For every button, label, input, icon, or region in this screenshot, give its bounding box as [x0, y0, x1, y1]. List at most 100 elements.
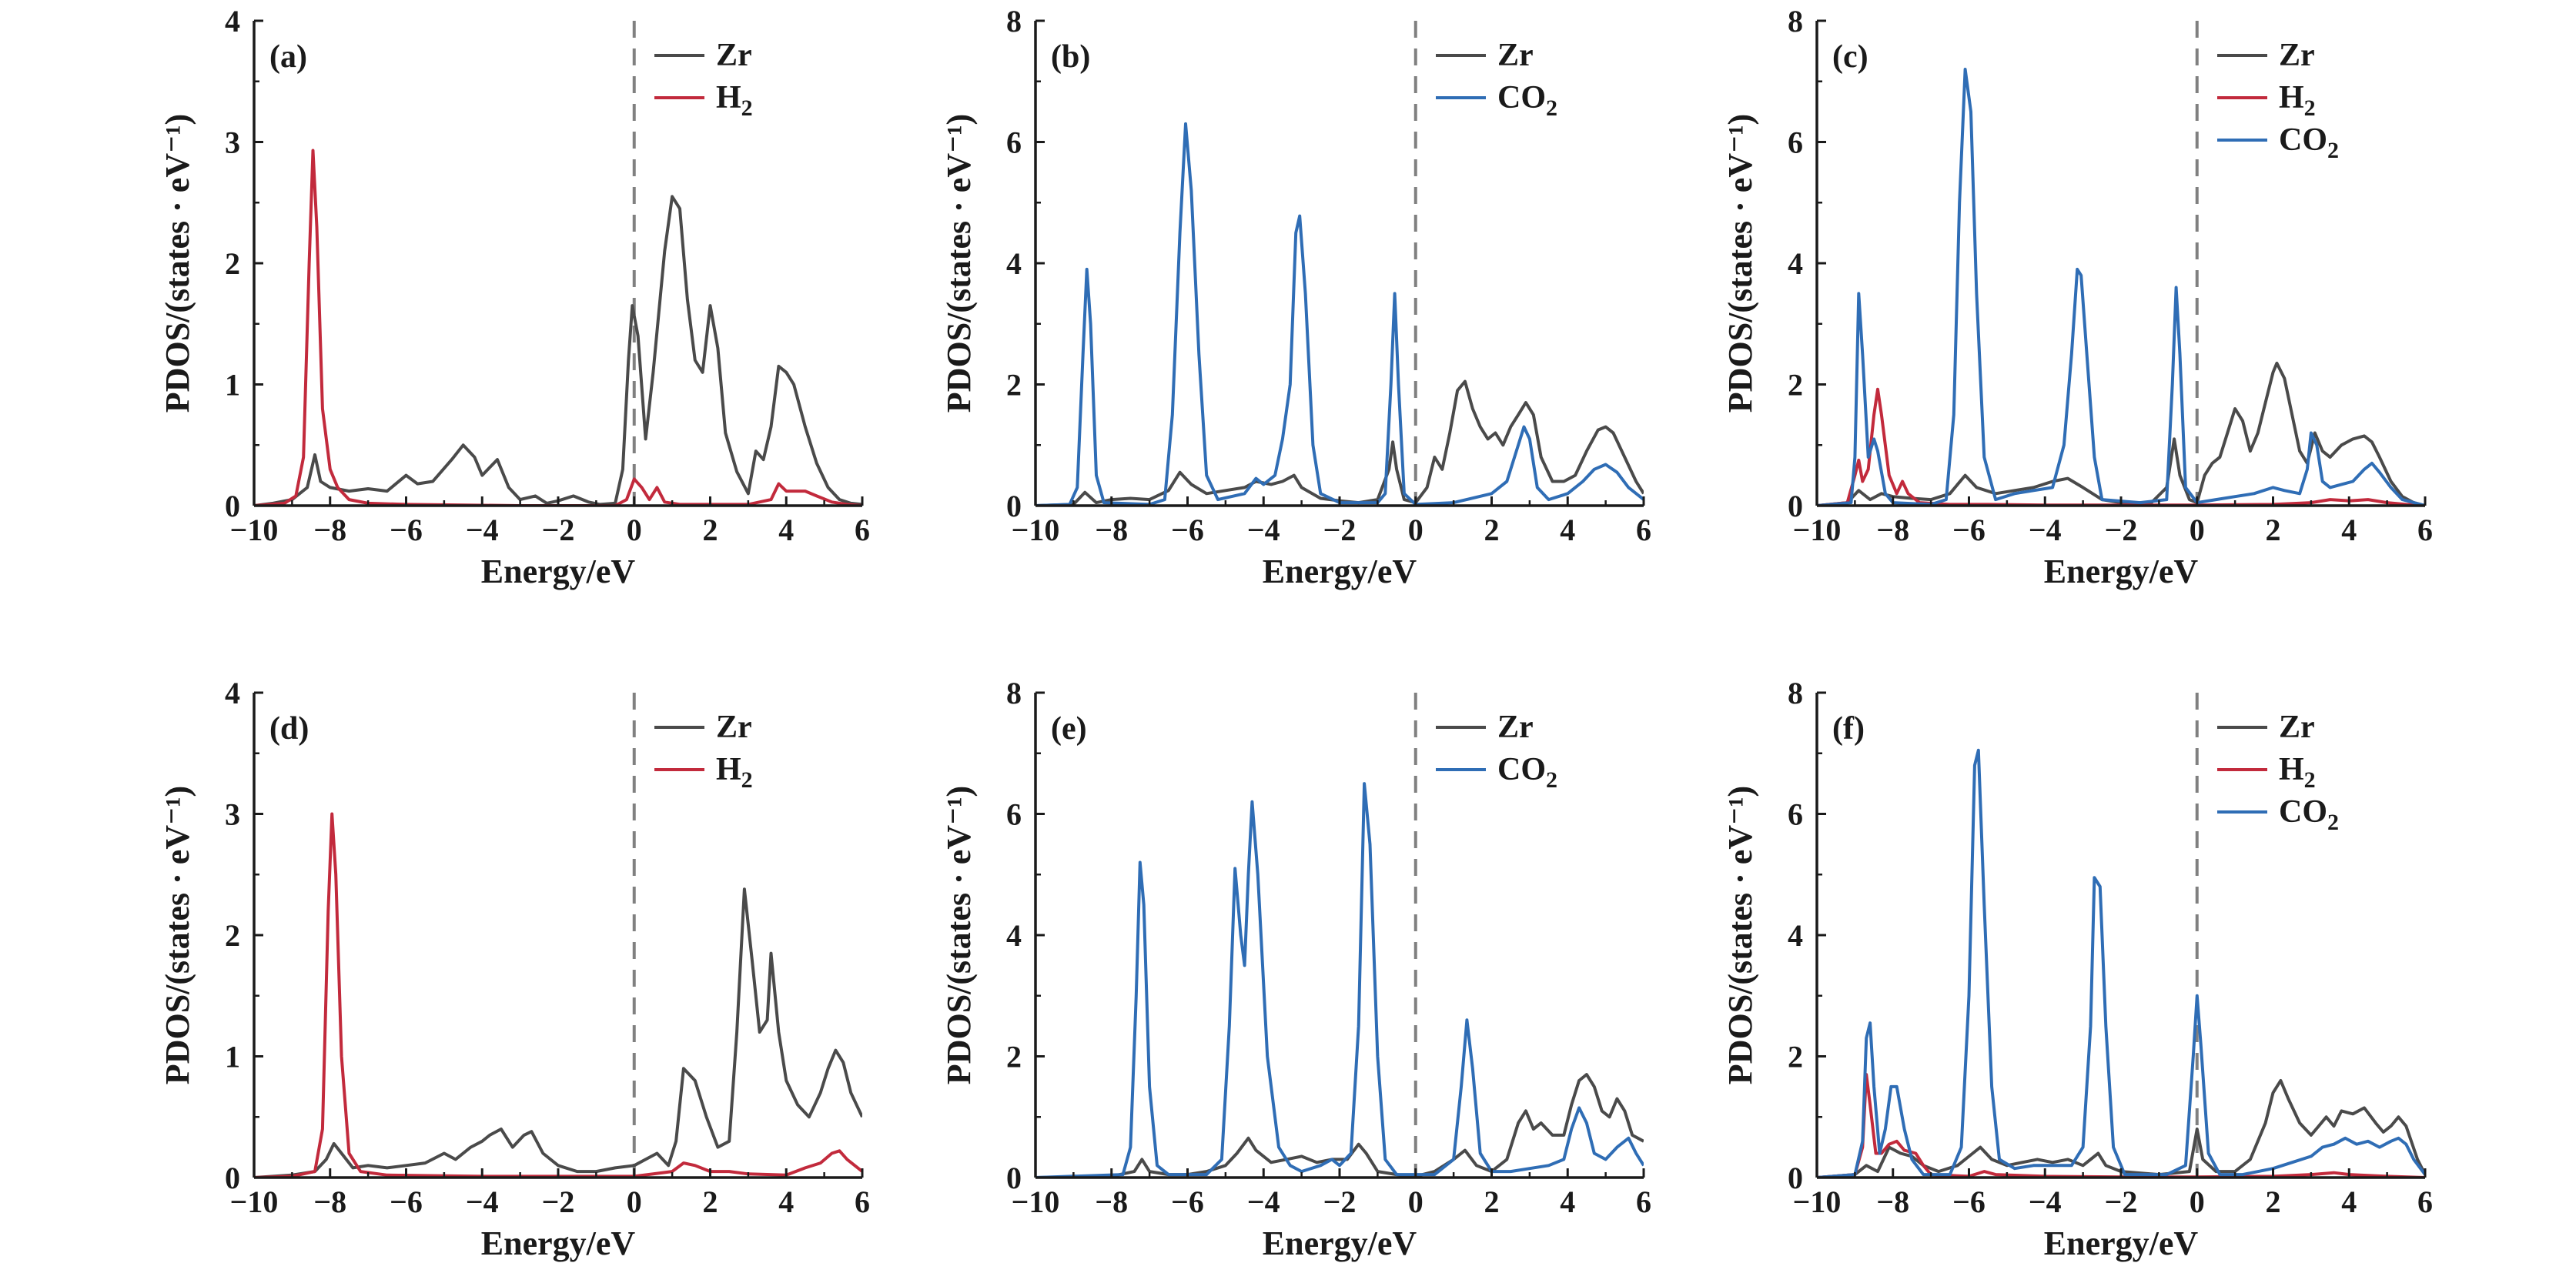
- y-tick-label: 8: [1788, 676, 1803, 710]
- y-tick-label: 0: [225, 1161, 240, 1195]
- y-tick-label: 6: [1006, 797, 1022, 832]
- y-tick-label: 0: [225, 489, 240, 523]
- x-tick-label: 2: [703, 513, 718, 547]
- x-tick-label: −10: [1012, 1184, 1060, 1219]
- y-tick-label: 4: [1006, 246, 1022, 281]
- x-tick-label: 4: [778, 1184, 794, 1219]
- series-line-co2: [1817, 68, 2425, 506]
- y-tick-label: 3: [225, 125, 240, 160]
- y-axis-label: PDOS/(states · eV⁻¹): [1721, 114, 1759, 413]
- legend-entry: Zr: [716, 38, 752, 73]
- series-line-zr: [1035, 379, 1644, 506]
- series-line-h2: [254, 149, 862, 506]
- x-tick-label: 0: [2190, 1184, 2205, 1219]
- panel-label: (b): [1051, 39, 1090, 75]
- y-tick-label: 2: [1788, 1040, 1803, 1074]
- x-tick-label: −8: [1095, 1184, 1128, 1219]
- legend-label: Zr: [1497, 710, 1534, 745]
- panel-label: (e): [1051, 711, 1087, 747]
- y-tick-label: 4: [1788, 246, 1803, 281]
- x-tick-label: 2: [703, 1184, 718, 1219]
- y-tick-label: 0: [1006, 1161, 1022, 1195]
- y-tick-label: 8: [1006, 4, 1022, 38]
- legend-subscript: 2: [2327, 138, 2339, 163]
- x-axis-label: Energy/eV: [2044, 553, 2199, 590]
- legend-subscript: 2: [1546, 95, 1557, 121]
- legend-entry: H2: [716, 80, 753, 121]
- x-tick-label: −2: [1323, 513, 1357, 547]
- x-tick-label: 0: [1408, 1184, 1423, 1219]
- legend-label: H: [2279, 80, 2304, 115]
- legend-label: Zr: [716, 710, 752, 745]
- x-tick-label: −6: [390, 513, 423, 547]
- legend: Zr H2: [654, 710, 753, 793]
- x-tick-label: −2: [542, 513, 575, 547]
- x-tick-label: 2: [1484, 513, 1500, 547]
- legend-label: CO: [1497, 80, 1546, 115]
- x-tick-label: 4: [1560, 513, 1575, 547]
- legend-entry: Zr: [2279, 710, 2315, 745]
- legend-entry: CO2: [1497, 752, 1557, 793]
- panel-label: (a): [269, 39, 307, 75]
- legend-subscript: 2: [2304, 767, 2316, 793]
- x-tick-label: −10: [230, 513, 279, 547]
- x-tick-label: 4: [2341, 1184, 2357, 1219]
- legend-label: CO: [1497, 752, 1546, 787]
- y-tick-label: 4: [225, 676, 240, 710]
- panel-label: (d): [269, 711, 309, 747]
- legend-label: Zr: [2279, 38, 2315, 73]
- x-tick-label: 6: [855, 513, 870, 547]
- legend-label: CO: [2279, 794, 2327, 830]
- y-tick-label: 2: [225, 246, 240, 281]
- panel-label: (c): [1832, 39, 1868, 75]
- y-tick-label: 0: [1006, 489, 1022, 523]
- legend: Zr H2: [654, 38, 753, 121]
- x-tick-label: 4: [1560, 1184, 1575, 1219]
- x-tick-label: 2: [1484, 1184, 1500, 1219]
- x-tick-label: −2: [1323, 1184, 1357, 1219]
- y-tick-label: 0: [1788, 489, 1803, 523]
- legend-entry: H2: [716, 752, 753, 793]
- x-tick-label: −6: [390, 1184, 423, 1219]
- legend-label: Zr: [716, 38, 752, 73]
- x-tick-label: −8: [1095, 513, 1128, 547]
- legend-entry: Zr: [716, 710, 752, 745]
- legend-label: H: [716, 80, 741, 115]
- x-tick-label: −2: [2105, 513, 2138, 547]
- x-tick-label: −4: [1247, 1184, 1280, 1219]
- series-line-zr: [254, 887, 862, 1178]
- legend-subscript: 2: [2327, 810, 2339, 835]
- x-tick-label: −6: [1171, 1184, 1204, 1219]
- y-tick-label: 2: [225, 918, 240, 953]
- x-tick-label: 2: [2266, 1184, 2281, 1219]
- x-tick-label: 2: [2266, 513, 2281, 547]
- x-tick-label: −8: [313, 513, 346, 547]
- x-axis-label: Energy/eV: [481, 553, 636, 590]
- x-tick-label: −4: [2029, 513, 2062, 547]
- legend-entry: CO2: [2279, 122, 2339, 163]
- x-tick-label: 4: [778, 513, 794, 547]
- x-axis-label: Energy/eV: [481, 1225, 636, 1262]
- panel-label: (f): [1832, 711, 1865, 747]
- legend-entry: Zr: [1497, 38, 1534, 73]
- x-tick-label: 0: [627, 1184, 642, 1219]
- y-tick-label: 8: [1788, 4, 1803, 38]
- x-axis-label: Energy/eV: [1263, 553, 1417, 590]
- panel-f: −10 −8 −6 −4 −2 0 2 4 6 0 2 4 6 8 Energy/eV PDOS/(state…: [1721, 676, 2433, 1262]
- x-tick-label: 6: [1636, 513, 1651, 547]
- x-tick-label: −8: [1876, 513, 1909, 547]
- x-tick-label: 6: [1636, 1184, 1651, 1219]
- y-tick-label: 2: [1006, 1040, 1022, 1074]
- legend-label: Zr: [2279, 710, 2315, 745]
- panel-b: −10 −8 −6 −4 −2 0 2 4 6 0 2 4 6 8 Energy/eV PDOS/(state…: [940, 4, 1651, 590]
- series-line-co2: [1035, 122, 1644, 506]
- x-tick-label: 0: [2190, 513, 2205, 547]
- legend-entry: CO2: [1497, 80, 1557, 121]
- series-line-co2: [1817, 748, 2425, 1178]
- y-tick-label: 0: [1788, 1161, 1803, 1195]
- x-tick-label: −4: [2029, 1184, 2062, 1219]
- series-line-zr: [1817, 1079, 2425, 1178]
